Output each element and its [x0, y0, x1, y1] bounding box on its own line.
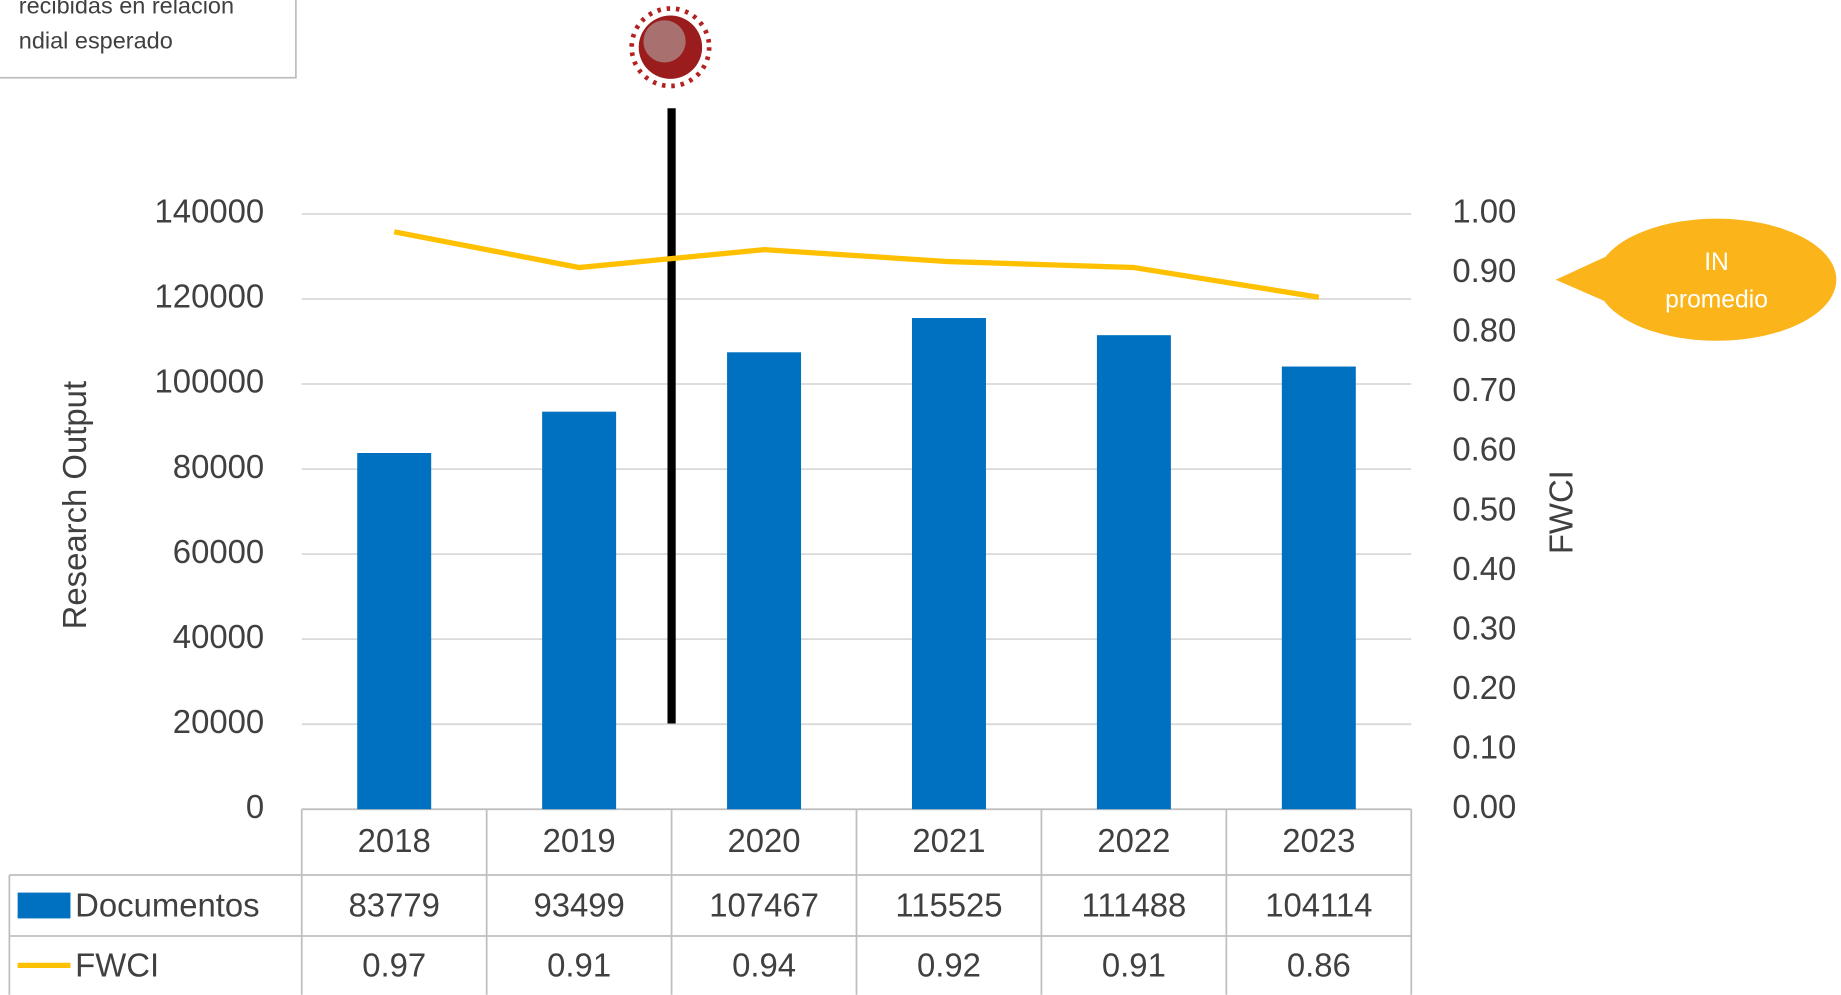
y2-tick-label: 0.20: [1452, 669, 1516, 706]
y2-tick-label: 0.10: [1452, 728, 1516, 765]
legend-label: Documentos: [75, 887, 259, 924]
table-value: 0.92: [917, 946, 981, 983]
table-value: 104114: [1265, 887, 1372, 924]
x-tick-label: 2020: [727, 822, 800, 859]
y2-tick-label: 0.40: [1452, 550, 1516, 587]
y2-tick-label: 0.90: [1452, 252, 1516, 289]
y2-tick-label: 1.00: [1452, 193, 1516, 230]
x-tick-label: 2019: [543, 822, 616, 859]
bar: [542, 411, 617, 810]
table-value: 111488: [1082, 887, 1187, 924]
table-value: 83779: [349, 887, 440, 924]
y2-tick-label: 0.70: [1452, 371, 1516, 408]
table-value: 107467: [709, 887, 819, 924]
callout: IN promedio: [1555, 218, 1837, 341]
bar: [727, 352, 802, 810]
note-line: ndial esperado: [19, 28, 173, 54]
y-axis-label: Research Output: [56, 381, 93, 629]
bar: [1096, 335, 1171, 810]
y-tick-label: 100000: [155, 363, 265, 400]
legend-label: FWCI: [75, 946, 159, 983]
x-tick-label: 2018: [358, 822, 431, 859]
note-line: recibidas en relación: [19, 0, 234, 19]
bar: [357, 453, 432, 810]
y-tick-label: 120000: [155, 278, 265, 315]
y2-tick-label: 0.30: [1452, 609, 1516, 646]
note-box: [0, 0, 297, 79]
y-tick-label: 0: [246, 788, 264, 825]
x-tick-label: 2021: [912, 822, 985, 859]
table-value: 115525: [895, 887, 1002, 924]
y-tick-label: 40000: [173, 618, 264, 655]
table-value: 0.86: [1287, 946, 1351, 983]
y-tick-label: 60000: [173, 533, 264, 570]
table-value: 93499: [533, 887, 624, 924]
table-value: 0.94: [732, 946, 796, 983]
y-tick-label: 20000: [173, 703, 264, 740]
table-value: 0.91: [1102, 946, 1166, 983]
bar: [1281, 366, 1356, 810]
callout-text: IN: [1704, 249, 1729, 276]
table-value: 0.97: [362, 946, 426, 983]
y2-tick-label: 0.00: [1452, 788, 1516, 825]
virus-icon: [629, 6, 712, 89]
callout-pointer: [1555, 252, 1621, 308]
y2-tick-label: 0.60: [1452, 431, 1516, 468]
x-tick-label: 2022: [1097, 822, 1170, 859]
y-tick-label: 140000: [155, 193, 265, 230]
callout-bubble: [1596, 218, 1837, 341]
y2-tick-label: 0.50: [1452, 490, 1516, 527]
line: [393, 229, 1320, 300]
table-value: 0.91: [547, 946, 611, 983]
legend-key: [17, 892, 71, 919]
callout-text: promedio: [1665, 286, 1768, 313]
y2-axis-label: FWCI: [1543, 470, 1580, 554]
x-tick-label: 2023: [1282, 822, 1355, 859]
bar: [911, 318, 986, 810]
y-tick-label: 80000: [173, 448, 264, 485]
y2-tick-label: 0.80: [1452, 312, 1516, 349]
